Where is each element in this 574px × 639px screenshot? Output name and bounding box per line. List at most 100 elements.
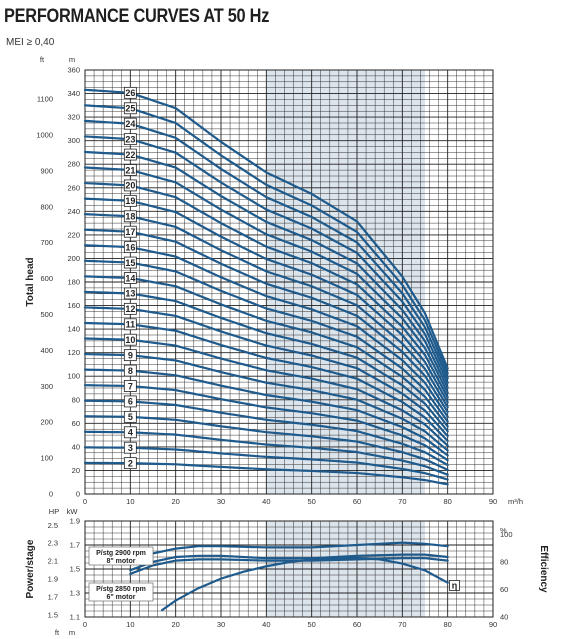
y-unit-ft: ft [40,55,45,64]
y-tick-label-kw: 1.3 [70,589,80,598]
y-unit-hp: HP [49,507,59,516]
y-tick-label-m: 100 [67,372,80,381]
stage-label: 2 [128,458,133,468]
x-tick-label: 60 [353,497,361,506]
y-tick-label-m: 180 [67,278,80,287]
x-tick-label: 80 [443,620,451,629]
stage-label: 21 [125,165,135,175]
stage-label: 6 [128,397,133,407]
stage-label-box [123,179,137,192]
stage-label: 13 [125,289,135,299]
head-curve-stage-9 [83,352,449,452]
y-tick-label-ft: 900 [40,166,53,175]
x-tick-label: 70 [398,497,406,506]
stage-label-box [123,241,137,254]
head-curve-stage-21 [83,166,449,394]
stage-label: 15 [125,258,135,268]
stage-label-box [123,287,137,300]
stage-label-box [123,164,137,176]
y-axis-title-efficiency: Efficiency [538,545,549,593]
x-tick-label: 90 [489,620,497,629]
stage-label: 10 [125,335,135,345]
plot-frame [84,69,494,495]
x-axis-label-m: m [69,628,75,637]
stage-label-box [123,364,137,377]
y-tick-label-hp: 1.9 [48,574,58,583]
x-tick-label: 0 [83,620,87,629]
y-tick-label-ft: 100 [40,454,53,463]
stage-label-box [123,210,137,223]
y-tick-label-m: 220 [67,230,80,239]
stage-label-box [123,441,137,454]
power-efficiency-chart: 0 10 20 30 40 50 60 70 80 90 ft m 1.1 1.3 1.5 1.7 1.9 1.5… [25,507,549,637]
y-tick-label-m: 120 [67,348,80,357]
head-curve-stage-26 [83,88,449,370]
head-curve-stage-22 [83,150,449,389]
x-axis-label-ft: ft [55,628,60,637]
y-tick-label-kw: 1.1 [70,613,80,622]
x-tick-label: 40 [262,620,270,629]
efficiency-marker-box [449,580,460,591]
head-curve-stage-6 [83,399,449,467]
stage-label: 4 [128,428,133,438]
plot-frame [84,520,494,618]
stage-label: 26 [125,88,135,98]
head-curve-stage-16 [83,244,449,418]
y-tick-label-eff: 40 [500,613,508,622]
x-tick-label: 50 [307,620,315,629]
y-tick-label-ft: 700 [40,238,53,247]
stage-label: 3 [128,443,133,453]
power-curve-2850rpm-6in [129,557,449,575]
y-tick-label-ft: 1000 [36,131,53,140]
page-title: PERFORMANCE CURVES AT 50 Hz [4,6,270,27]
y-tick-label-m: 240 [67,207,80,216]
head-curve-stage-7 [83,384,449,462]
x-tick-label: 20 [171,620,179,629]
x-tick-label: 90 [489,497,497,506]
y-tick-label-hp: 1.7 [48,592,58,601]
y-unit-m: m [69,55,75,64]
stage-label: 17 [125,227,135,237]
head-curve-stage-25 [83,104,449,375]
x-tick-label: 10 [126,620,134,629]
head-chart: 0 10 20 30 40 50 60 70 80 90 m³/h02040608010012014… [25,55,523,506]
head-curve-stage-24 [83,119,449,380]
y-tick-label-ft: 500 [40,310,53,319]
y-tick-label-hp: 2.3 [48,539,58,548]
x-tick-label: 30 [217,620,225,629]
power-curve-2900rpm-8in [129,541,449,563]
y-tick-label-ft: 800 [40,202,53,211]
stage-label: 24 [125,119,135,129]
y-tick-label-hp: 1.5 [48,610,58,619]
x-tick-label: 80 [443,497,451,506]
stage-label-box [123,117,137,130]
y-tick-label-hp: 2.5 [48,521,58,530]
stage-label-box [123,380,137,392]
stage-label: 20 [125,181,135,191]
efficiency-curve [160,556,449,612]
y-tick-label-eff: 60 [500,585,508,594]
stage-label: 11 [126,320,136,330]
stage-label: 14 [125,273,135,283]
y-axis-title-power: Power/stage [25,539,36,598]
head-curve-stage-10 [83,337,449,447]
stage-label-box [123,194,137,207]
y-tick-label-hp: 2.1 [48,557,58,566]
head-curve-stage-18 [83,213,449,409]
x-unit-label: m³/h [508,497,523,506]
stage-label: 8 [128,366,133,376]
stage-label-box [123,395,137,408]
y-tick-label-m: 200 [67,254,80,263]
stage-label: 25 [125,104,135,114]
stage-label-box [123,133,137,146]
stage-label-box [123,272,137,284]
head-curve-stage-4 [83,430,449,476]
annotation-2900-line1: P/stg 2900 rpm [96,550,146,557]
head-curve-stage-2 [83,461,449,486]
y-tick-label-m: 20 [72,466,80,475]
stage-label-box [123,302,137,315]
y-tick-label-ft: 200 [40,418,53,427]
stage-label: 16 [125,242,135,252]
stage-label-box [123,410,137,423]
x-tick-label: 20 [171,497,179,506]
